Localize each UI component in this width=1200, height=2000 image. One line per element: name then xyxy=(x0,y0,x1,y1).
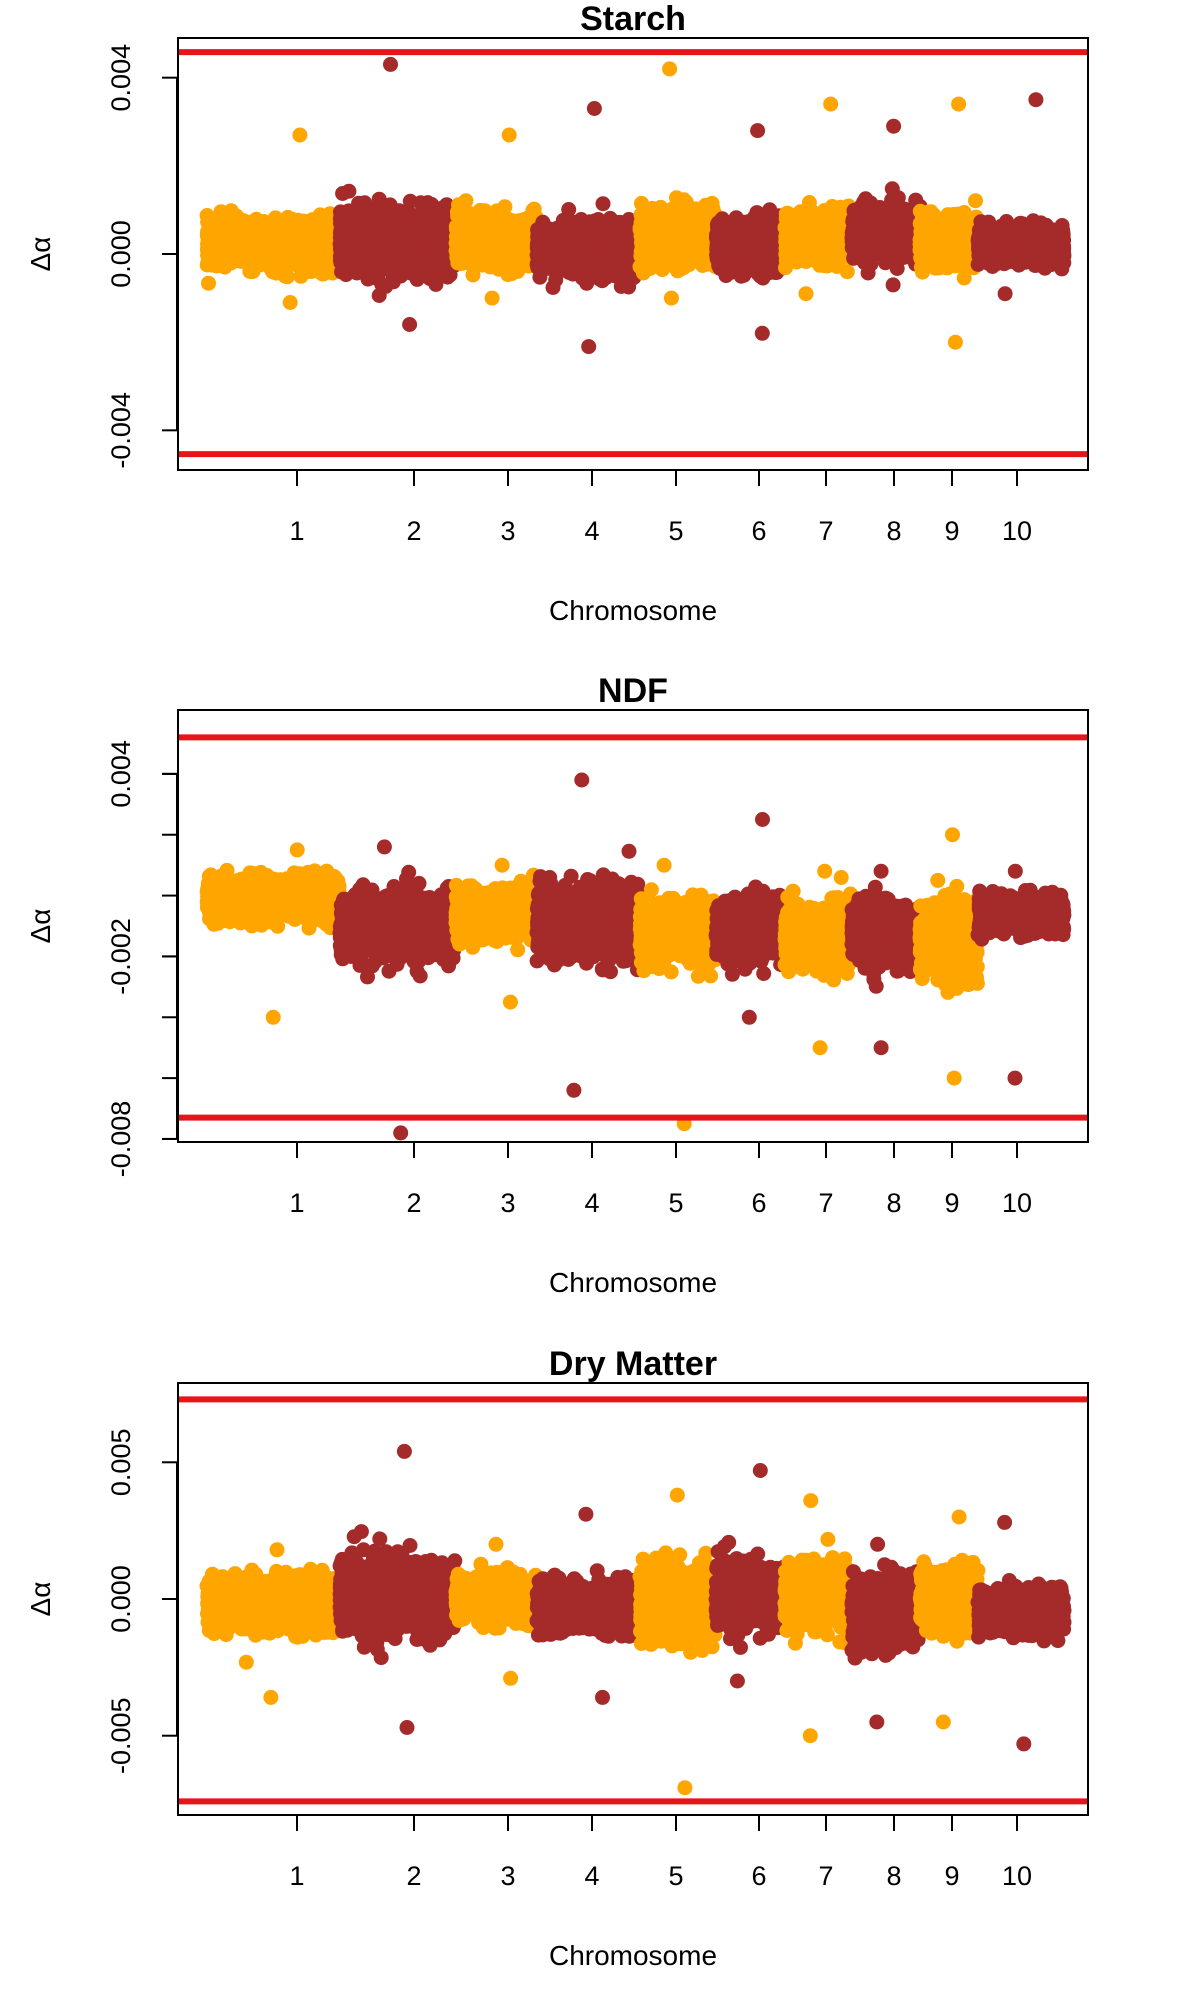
snp-point xyxy=(681,254,697,270)
snp-point-extreme xyxy=(484,290,500,306)
snp-point xyxy=(241,234,257,250)
snp-point xyxy=(595,196,611,212)
snp-point-extreme xyxy=(383,56,398,72)
snp-point xyxy=(696,225,712,241)
snp-point xyxy=(295,259,311,275)
snp-point xyxy=(414,207,429,223)
snp-point xyxy=(638,240,654,256)
snp-point xyxy=(430,217,446,233)
snp-point xyxy=(217,259,233,275)
snp-point xyxy=(347,232,363,247)
snp-point xyxy=(435,201,451,217)
snp-point xyxy=(386,208,402,224)
snp-point xyxy=(497,199,513,215)
snp-point xyxy=(458,193,474,209)
snp-point xyxy=(228,233,243,249)
snp-point xyxy=(472,202,488,218)
snp-point xyxy=(377,218,393,234)
snp-point xyxy=(534,238,550,254)
snp-point xyxy=(282,213,298,228)
data-points xyxy=(199,56,1072,355)
snp-point-extreme xyxy=(282,295,298,310)
snp-point-extreme xyxy=(402,317,418,332)
snp-point xyxy=(579,275,595,291)
snp-point xyxy=(608,214,624,230)
snp-point xyxy=(335,206,351,222)
snp-point xyxy=(675,239,691,255)
snp-point xyxy=(475,225,491,241)
snp-point-extreme xyxy=(501,127,517,143)
snp-point xyxy=(208,222,224,238)
snp-point xyxy=(644,200,660,216)
snp-point xyxy=(695,258,711,273)
snp-point xyxy=(199,208,215,223)
snp-point xyxy=(272,233,288,249)
snp-point xyxy=(470,252,486,268)
snp-point xyxy=(371,191,387,207)
snp-point xyxy=(660,204,676,220)
snp-point xyxy=(494,233,510,249)
snp-point xyxy=(341,183,357,199)
snp-point xyxy=(674,195,690,211)
snp-point-extreme xyxy=(292,127,308,143)
snp-point xyxy=(201,275,216,291)
snp-point xyxy=(619,241,635,257)
snp-point xyxy=(425,230,441,246)
snp-point xyxy=(545,280,561,295)
snp-point xyxy=(516,228,532,244)
snp-point xyxy=(267,257,283,273)
snp-point xyxy=(605,244,621,260)
snp-point xyxy=(401,252,416,268)
snp-point xyxy=(373,260,389,276)
snp-point xyxy=(561,202,577,217)
snp-point xyxy=(333,241,349,257)
snp-point xyxy=(566,236,582,252)
snp-point xyxy=(215,241,231,257)
snp-point xyxy=(301,220,316,236)
snp-point xyxy=(333,255,349,270)
snp-point xyxy=(551,260,567,276)
snp-point-extreme xyxy=(663,290,679,306)
snp-point xyxy=(253,226,268,242)
snp-point xyxy=(309,253,325,269)
snp-point xyxy=(292,237,307,253)
snp-point xyxy=(640,253,656,269)
snp-point-extreme xyxy=(662,61,678,77)
snp-point xyxy=(223,203,239,219)
snp-point xyxy=(451,240,467,256)
snp-point xyxy=(577,223,593,239)
snp-point xyxy=(383,242,399,258)
snp-point xyxy=(565,253,581,269)
snp-point-extreme xyxy=(586,101,602,116)
snp-point xyxy=(638,216,654,232)
snp-point-extreme xyxy=(581,339,597,355)
snp-point xyxy=(677,217,693,233)
snp-point xyxy=(409,271,425,287)
snp-point xyxy=(390,262,406,278)
snp-point xyxy=(365,241,381,257)
snp-point xyxy=(414,225,430,240)
snp-point xyxy=(413,247,429,263)
snp-point xyxy=(354,204,370,220)
